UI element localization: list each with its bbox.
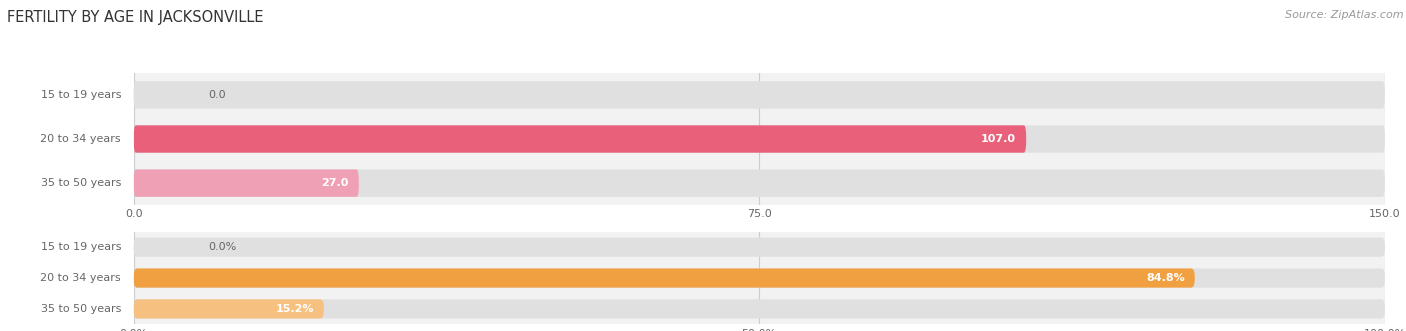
FancyBboxPatch shape (134, 125, 1026, 153)
Text: 15 to 19 years: 15 to 19 years (41, 90, 121, 100)
FancyBboxPatch shape (134, 299, 323, 318)
Text: 15 to 19 years: 15 to 19 years (41, 242, 121, 252)
Text: 0.0%: 0.0% (208, 242, 236, 252)
Text: Source: ZipAtlas.com: Source: ZipAtlas.com (1285, 10, 1403, 20)
Text: 84.8%: 84.8% (1146, 273, 1185, 283)
FancyBboxPatch shape (134, 169, 359, 197)
Text: 20 to 34 years: 20 to 34 years (41, 134, 121, 144)
FancyBboxPatch shape (134, 125, 1385, 153)
Text: 15.2%: 15.2% (276, 304, 314, 314)
FancyBboxPatch shape (134, 169, 1385, 197)
Text: 35 to 50 years: 35 to 50 years (41, 178, 121, 188)
FancyBboxPatch shape (134, 238, 1385, 257)
FancyBboxPatch shape (134, 268, 1195, 288)
FancyBboxPatch shape (134, 81, 1385, 109)
Text: 27.0: 27.0 (322, 178, 349, 188)
Text: FERTILITY BY AGE IN JACKSONVILLE: FERTILITY BY AGE IN JACKSONVILLE (7, 10, 263, 25)
Text: 107.0: 107.0 (981, 134, 1017, 144)
FancyBboxPatch shape (134, 268, 1385, 288)
Text: 35 to 50 years: 35 to 50 years (41, 304, 121, 314)
Text: 20 to 34 years: 20 to 34 years (41, 273, 121, 283)
Text: 0.0: 0.0 (208, 90, 226, 100)
FancyBboxPatch shape (134, 299, 1385, 318)
